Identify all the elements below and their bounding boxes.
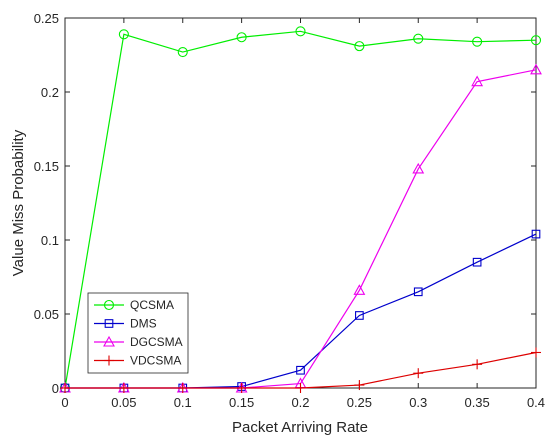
data-point-vdcsma: [413, 368, 424, 379]
x-tick-label: 0.35: [464, 395, 489, 410]
data-point-dms: [296, 365, 305, 375]
legend-label-qcsma: QCSMA: [130, 298, 174, 312]
x-tick-label: 0.05: [111, 395, 136, 410]
data-point-vdcsma: [531, 347, 541, 358]
x-tick-label: 0.15: [229, 395, 254, 410]
data-point-qcsma: [530, 35, 542, 46]
y-tick-label: 0.05: [34, 307, 59, 322]
data-point-qcsma: [354, 41, 365, 52]
legend-marker-dgcsma: [103, 335, 115, 347]
data-point-qcsma: [295, 26, 306, 37]
data-point-dms: [472, 257, 482, 267]
legend-label-dms: DMS: [130, 317, 157, 331]
legend-marker-dms: [104, 319, 114, 328]
data-point-dms: [413, 287, 423, 297]
data-point-vdcsma: [236, 383, 247, 393]
data-point-vdcsma: [118, 383, 129, 393]
x-tick-label: 0: [61, 395, 68, 410]
data-point-qcsma: [118, 29, 129, 40]
y-tick-label: 0: [52, 381, 59, 396]
y-tick-label: 0.15: [34, 159, 59, 174]
x-tick-label: 0.4: [527, 395, 545, 410]
data-point-vdcsma: [60, 383, 70, 393]
legend-label-dgcsma: DGCSMA: [130, 335, 183, 349]
x-axis-label: Packet Arriving Rate: [232, 419, 368, 436]
data-point-vdcsma: [177, 383, 188, 393]
series-layer: [59, 26, 542, 394]
data-point-dgcsma: [530, 63, 542, 75]
x-axis-ticks: 0 0.05 0.1 0.15 0.2 0.25 0.3 0.35 0.4: [61, 18, 545, 410]
series-qcsma: [59, 26, 542, 394]
legend-marker-qcsma: [103, 299, 115, 311]
x-tick-label: 0.25: [347, 395, 372, 410]
legend: QCSMA DMS DGCSMA VDCSMA: [87, 292, 189, 374]
x-tick-label: 0.2: [291, 395, 309, 410]
series-line-qcsma: [64, 30, 537, 389]
data-point-dgcsma: [412, 162, 425, 174]
data-point-vdcsma: [295, 383, 306, 393]
data-point-vdcsma: [354, 380, 365, 391]
data-point-dgcsma: [353, 284, 366, 295]
y-axis-label: Value Miss Probability: [10, 129, 27, 276]
legend-label-vdcsma: VDCSMA: [130, 354, 181, 368]
data-point-qcsma: [472, 36, 483, 47]
data-point-qcsma: [413, 33, 424, 44]
data-point-dms: [531, 229, 541, 239]
data-point-dgcsma: [471, 75, 484, 87]
data-point-qcsma: [236, 32, 247, 43]
y-axis-ticks: 0 0.05 0.1 0.15 0.2 0.25: [34, 11, 536, 396]
data-point-dms: [355, 311, 364, 320]
legend-marker-vdcsma: [104, 355, 114, 366]
x-tick-label: 0.1: [174, 395, 192, 410]
data-point-vdcsma: [472, 359, 483, 370]
y-tick-label: 0.1: [41, 233, 59, 248]
series-vdcsma: [60, 347, 541, 393]
data-point-qcsma: [177, 46, 188, 58]
y-tick-label: 0.25: [34, 11, 59, 26]
x-tick-label: 0.3: [409, 395, 427, 410]
y-tick-label: 0.2: [41, 85, 59, 100]
